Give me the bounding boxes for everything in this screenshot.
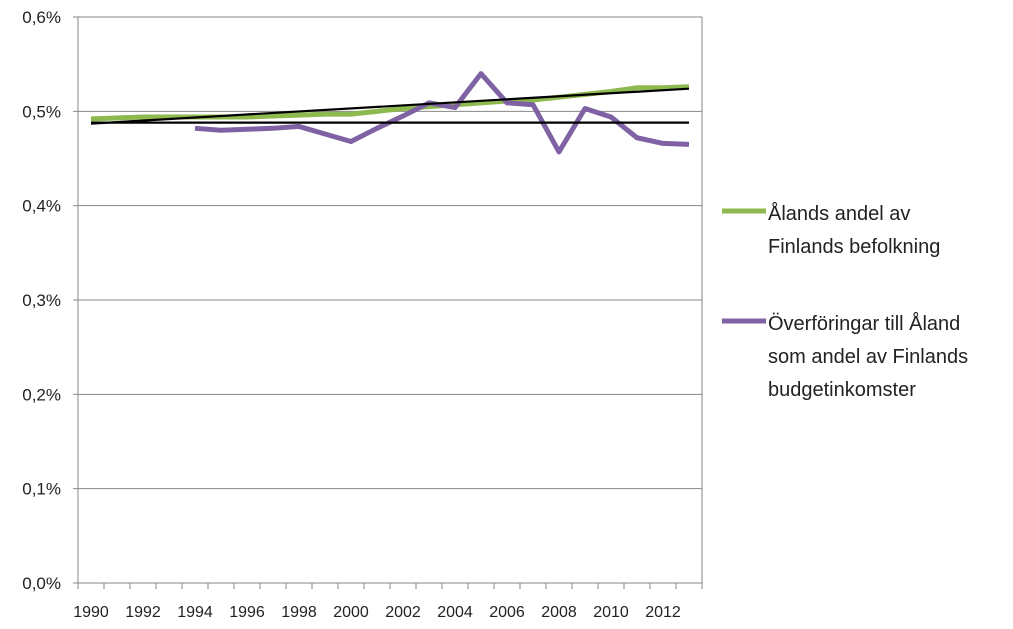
x-tick-label: 2012: [645, 604, 681, 621]
y-tick-label: 0,3%: [22, 291, 61, 310]
x-tick-label: 2006: [489, 604, 525, 621]
legend-label-line: budgetinkomster: [768, 379, 916, 401]
legend-label-line: som andel av Finlands: [768, 346, 968, 368]
x-tick-label: 2000: [333, 604, 369, 621]
x-tick-label: 1994: [177, 604, 213, 621]
y-tick-label: 0,5%: [22, 102, 61, 121]
y-tick-label: 0,6%: [22, 8, 61, 27]
y-tick-label: 0,2%: [22, 385, 61, 404]
y-tick-label: 0,1%: [22, 480, 61, 499]
y-tick-label: 0,4%: [22, 197, 61, 216]
x-tick-label: 1990: [73, 604, 109, 621]
x-tick-label: 2002: [385, 604, 421, 621]
x-tick-label: 2010: [593, 604, 629, 621]
legend-label-line: Ålands andel av: [768, 202, 910, 225]
x-tick-label: 1996: [229, 604, 265, 621]
legend-label-line: Överföringar till Åland: [768, 312, 960, 335]
x-tick-label: 2004: [437, 604, 473, 621]
legend-label-line: Finlands befolkning: [768, 236, 940, 258]
y-tick-label: 0,0%: [22, 574, 61, 593]
x-tick-label: 2008: [541, 604, 577, 621]
x-tick-label: 1992: [125, 604, 161, 621]
x-tick-label: 1998: [281, 604, 317, 621]
